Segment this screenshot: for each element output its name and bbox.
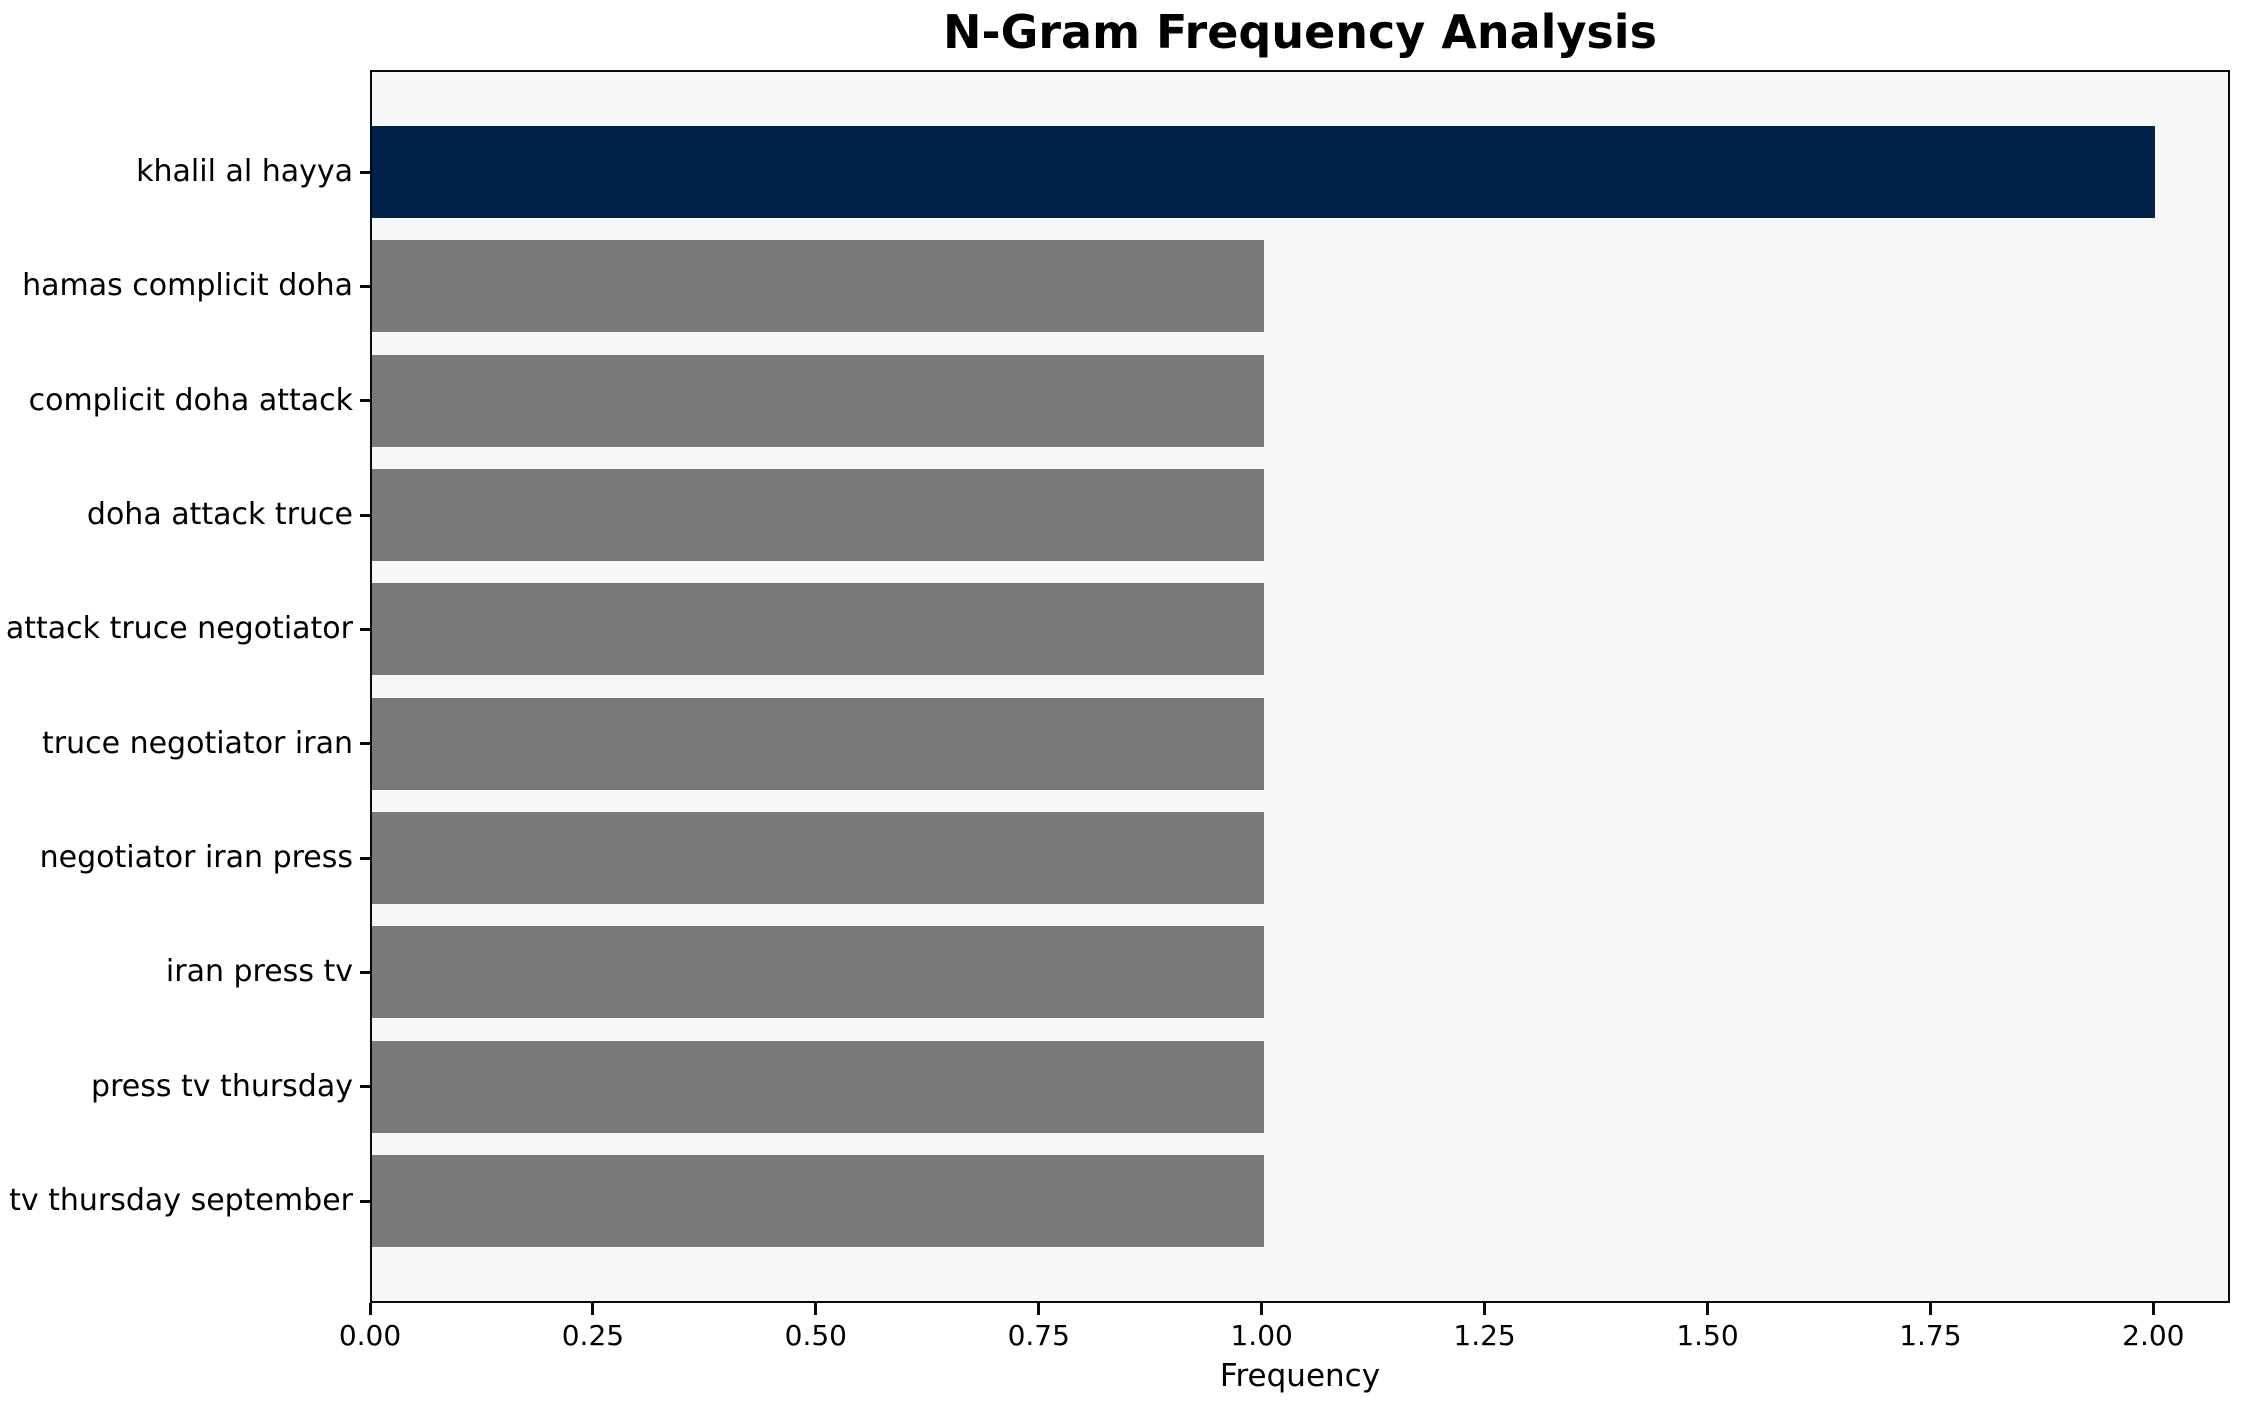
chart-title: N-Gram Frequency Analysis bbox=[943, 5, 1657, 59]
y-tick-label: khalil al hayya bbox=[136, 154, 353, 189]
x-tick-label: 1.50 bbox=[1676, 1319, 1739, 1352]
y-tick-mark bbox=[360, 970, 370, 974]
x-tick-mark bbox=[1705, 1303, 1709, 1315]
y-tick-mark bbox=[360, 856, 370, 860]
x-tick-label: 1.00 bbox=[1230, 1319, 1293, 1352]
y-tick-mark bbox=[360, 170, 370, 174]
x-tick-mark bbox=[1928, 1303, 1932, 1315]
x-tick-label: 0.00 bbox=[338, 1319, 402, 1352]
y-tick-label: hamas complicit doha bbox=[22, 268, 353, 304]
x-tick-mark bbox=[368, 1303, 372, 1315]
y-tick-mark bbox=[360, 1085, 370, 1089]
y-tick-mark bbox=[360, 742, 370, 746]
bar bbox=[372, 240, 1264, 333]
x-tick-label: 1.25 bbox=[1453, 1319, 1516, 1352]
x-tick-mark bbox=[1260, 1303, 1264, 1315]
bar bbox=[372, 583, 1264, 676]
y-tick-mark bbox=[360, 513, 370, 517]
x-tick-label: 0.50 bbox=[784, 1319, 847, 1352]
y-tick-mark bbox=[360, 627, 370, 631]
x-tick-mark bbox=[1483, 1303, 1487, 1315]
bar bbox=[372, 697, 1264, 790]
x-tick-mark bbox=[591, 1303, 595, 1315]
bar bbox=[372, 1155, 1264, 1248]
x-tick-label: 0.75 bbox=[1007, 1319, 1070, 1352]
y-tick-mark bbox=[360, 1199, 370, 1203]
x-tick-mark bbox=[814, 1303, 818, 1315]
x-tick-mark bbox=[1037, 1303, 1041, 1315]
y-tick-label: press tv thursday bbox=[91, 1068, 353, 1104]
x-tick-mark bbox=[2151, 1303, 2155, 1315]
x-tick-label: 2.00 bbox=[2122, 1319, 2185, 1352]
bar bbox=[372, 469, 1264, 562]
x-tick-label: 0.25 bbox=[561, 1319, 625, 1352]
y-tick-label: iran press tv bbox=[165, 954, 353, 990]
bar bbox=[372, 126, 2156, 218]
y-tick-label: complicit doha attack bbox=[28, 382, 353, 418]
x-tick-label: 1.75 bbox=[1899, 1319, 1962, 1352]
bar bbox=[372, 926, 1264, 1019]
y-tick-label: tv thursday september bbox=[9, 1183, 353, 1219]
y-tick-label: truce negotiator iran bbox=[41, 725, 353, 761]
bar bbox=[372, 1040, 1264, 1133]
plot-area bbox=[370, 70, 2230, 1303]
y-tick-mark bbox=[360, 399, 370, 403]
bar bbox=[372, 354, 1264, 447]
y-tick-label: doha attack truce bbox=[86, 497, 353, 533]
y-tick-mark bbox=[360, 284, 370, 288]
y-tick-label: attack truce negotiator bbox=[5, 611, 353, 647]
y-tick-label: negotiator iran press bbox=[39, 840, 353, 876]
x-axis-label: Frequency bbox=[1219, 1358, 1381, 1394]
bar bbox=[372, 812, 1264, 905]
